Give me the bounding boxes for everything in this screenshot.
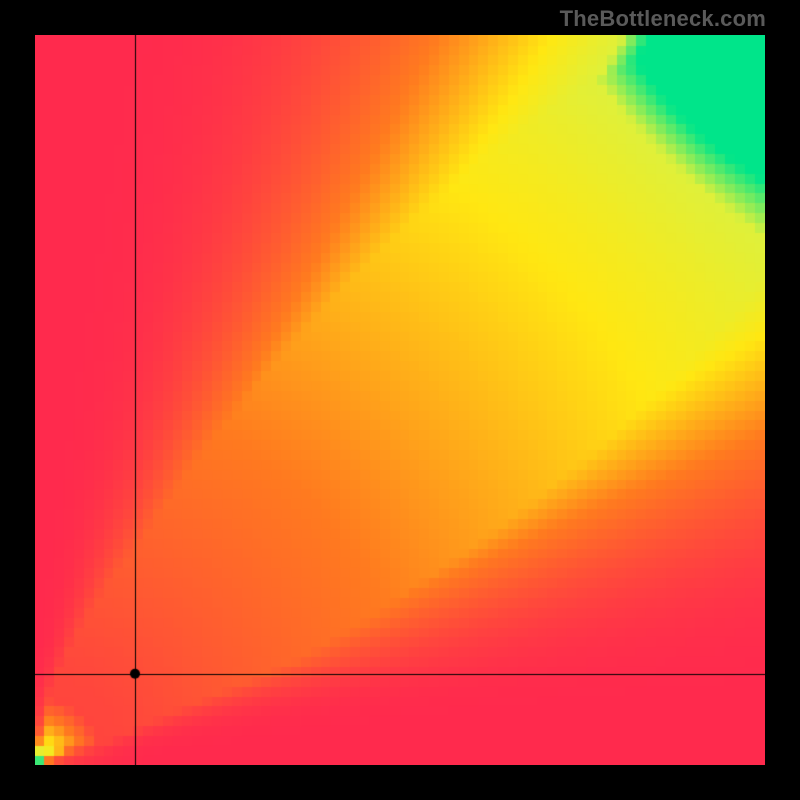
bottleneck-heatmap bbox=[35, 35, 765, 765]
chart-container: TheBottleneck.com bbox=[0, 0, 800, 800]
attribution-label: TheBottleneck.com bbox=[560, 6, 766, 32]
